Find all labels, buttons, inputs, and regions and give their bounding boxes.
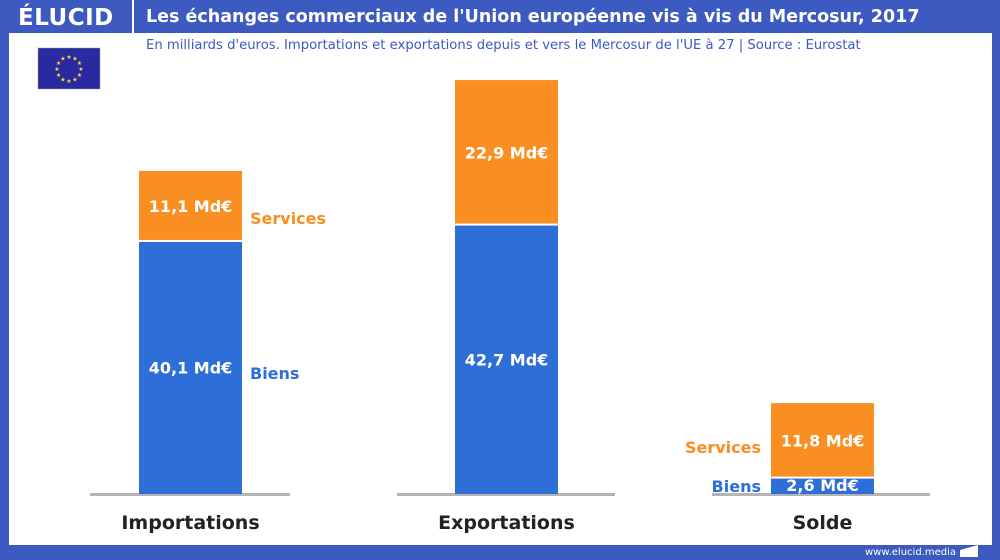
flag-star: ★: [77, 72, 82, 79]
flag-star: ★: [60, 76, 65, 83]
flag-star: ★: [56, 60, 61, 67]
flag-star: ★: [72, 56, 77, 63]
bar-biens: [771, 478, 874, 494]
elucid-logo-icon: [960, 545, 978, 557]
logo: ÉLUCID: [18, 5, 114, 31]
footer-url[interactable]: www.elucid.media: [864, 547, 956, 558]
flag-star: ★: [56, 72, 61, 79]
flag-star: ★: [72, 76, 77, 83]
data-label: 22,9 Md€: [465, 143, 549, 162]
category-label: Importations: [121, 512, 259, 534]
baseline: [397, 493, 615, 496]
baseline: [712, 493, 930, 496]
data-label: 2,6 Md€: [786, 476, 858, 495]
category-label: Exportations: [438, 512, 575, 534]
flag-star: ★: [60, 56, 65, 63]
bar-services: [771, 403, 874, 477]
chart-subtitle: En milliards d'euros. Importations et ex…: [146, 38, 861, 53]
flag-star: ★: [78, 66, 83, 73]
category-label: Solde: [793, 512, 853, 534]
data-label: 42,7 Md€: [465, 350, 549, 369]
bar-biens: [139, 241, 242, 494]
bar-services: [139, 170, 242, 240]
data-label: 40,1 Md€: [149, 358, 233, 377]
baseline: [90, 493, 290, 496]
data-label: 11,1 Md€: [149, 197, 233, 216]
flag-star: ★: [54, 66, 59, 73]
header-divider: [132, 0, 134, 33]
legend-services-solde: Services: [685, 438, 761, 457]
bar-services: [455, 80, 558, 224]
chart-title: Les échanges commerciaux de l'Union euro…: [146, 7, 920, 27]
data-label: 11,8 Md€: [781, 431, 865, 450]
legend-biens: Biens: [250, 364, 299, 383]
legend-biens-solde: Biens: [712, 477, 761, 496]
flag-star: ★: [66, 78, 71, 85]
legend-services: Services: [250, 209, 326, 228]
flag-star: ★: [66, 54, 71, 61]
bar-biens: [455, 225, 558, 495]
eu-flag-icon: ★ ★★★★★★★★★★★: [37, 47, 101, 90]
flag-star: ★: [77, 60, 82, 67]
